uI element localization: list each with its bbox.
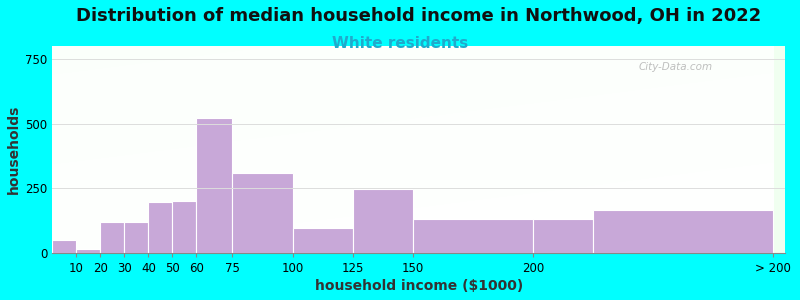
Y-axis label: households: households [7,105,21,194]
Bar [353,190,413,253]
Bar [124,222,148,253]
Bar [148,202,172,253]
Text: City-Data.com: City-Data.com [638,62,713,73]
X-axis label: household income ($1000): household income ($1000) [314,279,523,293]
Bar [52,240,76,253]
Bar [593,210,774,253]
Text: White residents: White residents [332,36,468,51]
Bar [533,219,593,253]
Bar [100,222,124,253]
Bar [172,201,197,253]
Bar [413,219,533,253]
Title: Distribution of median household income in Northwood, OH in 2022: Distribution of median household income … [76,7,762,25]
Bar [197,118,233,253]
Bar [233,173,293,253]
Bar [76,249,100,253]
Bar [293,228,353,253]
